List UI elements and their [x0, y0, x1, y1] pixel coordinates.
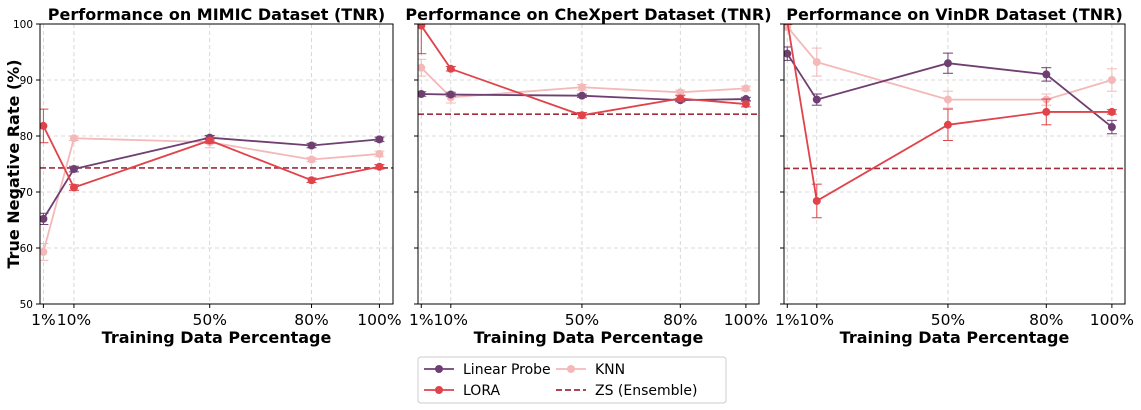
x-tick-label: 50%: [931, 311, 965, 329]
legend-item-knn: KNN: [556, 362, 625, 378]
data-point: [40, 214, 48, 223]
data-point: [943, 59, 952, 68]
data-point: [741, 100, 750, 109]
data-point: [375, 162, 384, 171]
data-point: [69, 183, 78, 192]
x-tick-label: 10%: [800, 311, 834, 329]
series-line-lora: [786, 24, 1112, 203]
data-point: [577, 91, 586, 100]
data-point: [812, 95, 821, 104]
x-tick-label: 80%: [663, 311, 697, 329]
data-point: [446, 64, 455, 73]
x-tick-label: 50%: [192, 311, 226, 329]
data-point: [418, 63, 426, 72]
data-point: [375, 149, 384, 158]
chart-title: Performance on VinDR Dataset (TNR): [786, 5, 1123, 24]
series-line-knn: [42, 137, 380, 253]
x-tick-label: 100%: [724, 311, 768, 329]
data-point: [812, 196, 821, 205]
chart-title: Performance on CheXpert Dataset (TNR): [405, 5, 771, 24]
series-lora: [784, 24, 1117, 219]
series-knn: [40, 134, 385, 261]
y-axis-label: True Negative Rate (%): [4, 59, 23, 268]
data-point: [307, 155, 316, 164]
chart-panel-3: 1% 10% 50% 80% 100% Performance on VinDR Data…: [775, 5, 1134, 347]
data-point: [446, 90, 455, 99]
y-tick-label: 60: [20, 243, 33, 255]
data-point: [40, 247, 48, 256]
data-point: [307, 141, 316, 150]
data-point: [1107, 123, 1116, 132]
axes-frame: [39, 23, 394, 305]
x-axis-label: Training Data Percentage: [102, 328, 332, 347]
y-tick-label: 100: [13, 19, 33, 31]
plot-area: [418, 24, 759, 120]
data-point: [40, 121, 48, 130]
legend-label: ZS (Ensemble): [595, 383, 698, 399]
x-tick-label: 50%: [565, 311, 599, 329]
series-lora: [40, 108, 385, 192]
legend-label: KNN: [595, 362, 625, 378]
x-tick-label: 10%: [434, 311, 468, 329]
data-point: [741, 84, 750, 93]
x-axis-label: Training Data Percentage: [840, 328, 1070, 347]
axes-frame: [417, 23, 760, 305]
chart-title: Performance on MIMIC Dataset (TNR): [48, 5, 385, 24]
data-point: [375, 135, 384, 144]
data-point: [676, 94, 685, 103]
legend-item-zs-ensemble: ZS (Ensemble): [556, 383, 698, 399]
data-point: [69, 134, 78, 143]
series-lora: [418, 24, 751, 120]
legend-marker: [435, 386, 443, 394]
data-point: [69, 165, 78, 174]
data-point: [943, 95, 952, 104]
y-tick-label: 90: [20, 75, 33, 87]
y-tick-label: 50: [20, 299, 33, 311]
data-point: [418, 90, 426, 98]
y-tick-label: 80: [20, 131, 33, 143]
legend-item-linear-probe: Linear Probe: [424, 362, 551, 378]
data-point: [943, 120, 952, 129]
plot-area: [40, 108, 393, 261]
chart-panel-2: 1% 10% 50% 80% 100% Performance on CheXpert D…: [405, 5, 771, 347]
data-point: [1107, 107, 1116, 116]
data-point: [1042, 70, 1051, 79]
data-point: [784, 49, 792, 58]
series-line-linear-probe: [42, 136, 380, 220]
chart-panel-1: 50 60 70 80 90 100 1% 10% 50% 80% 100% Performance …: [13, 5, 402, 347]
data-point: [577, 111, 586, 120]
y-tick-label: 70: [20, 187, 33, 199]
legend-label: Linear Probe: [463, 362, 551, 378]
data-point: [205, 136, 214, 145]
legend-marker: [435, 365, 443, 373]
data-point: [1042, 107, 1051, 116]
x-tick-label: 80%: [294, 311, 328, 329]
axes-frame: [783, 23, 1126, 305]
x-tick-label: 1%: [409, 311, 434, 329]
legend-frame: [417, 356, 727, 404]
x-tick-label: 10%: [57, 311, 91, 329]
x-tick-label: 1%: [31, 311, 56, 329]
series-line-lora: [420, 25, 746, 117]
legend-label: LORA: [463, 383, 500, 399]
legend-marker: [567, 365, 575, 373]
series-linear-probe: [418, 90, 751, 105]
data-point: [307, 176, 316, 185]
x-axis-label: Training Data Percentage: [474, 328, 704, 347]
x-tick-label: 80%: [1029, 311, 1063, 329]
x-tick-label: 1%: [775, 311, 800, 329]
data-point: [577, 83, 586, 92]
data-point: [418, 24, 426, 30]
x-tick-label: 100%: [1090, 311, 1134, 329]
x-tick-label: 100%: [357, 311, 401, 329]
plot-area: [784, 24, 1125, 219]
series-linear-probe: [784, 46, 1117, 135]
legend-item-lora: LORA: [424, 383, 500, 399]
data-point: [812, 58, 821, 67]
data-point: [676, 88, 685, 97]
data-point: [1107, 76, 1116, 84]
legend: Linear Probe LORA KNN ZS (Ensemble): [417, 356, 727, 404]
